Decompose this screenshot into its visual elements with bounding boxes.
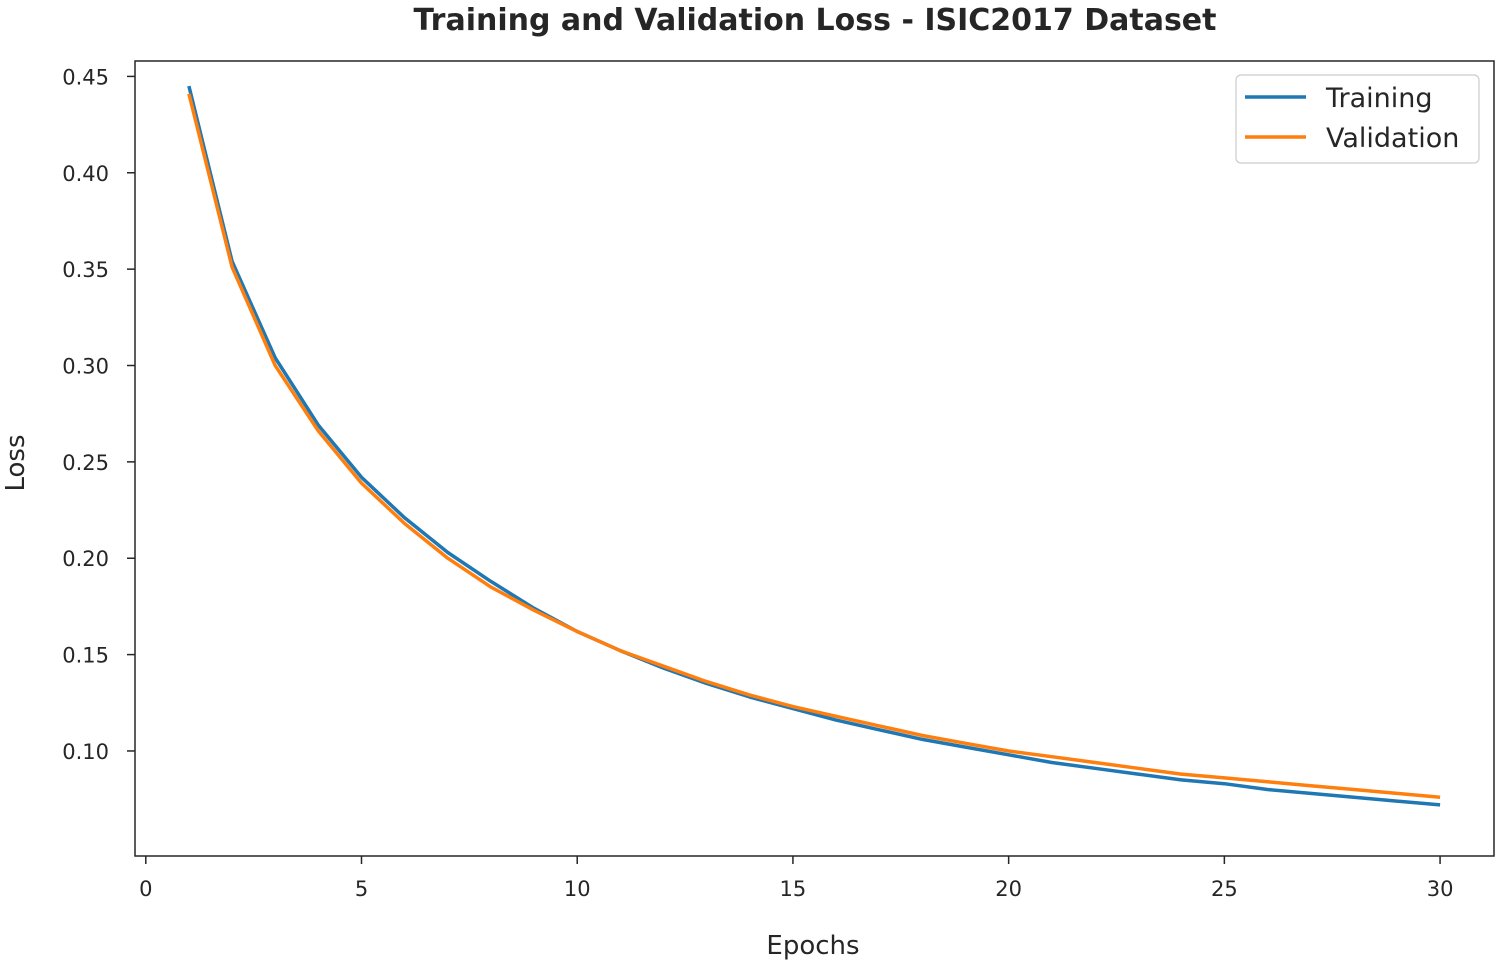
x-axis-label: Epochs — [766, 931, 859, 961]
y-tick-label: 0.10 — [62, 740, 109, 764]
plot-frame — [134, 60, 1495, 857]
x-tick-label: 15 — [780, 877, 807, 901]
series-line-training — [187, 85, 1441, 807]
y-tick-label: 0.45 — [62, 65, 109, 89]
y-tick-label: 0.15 — [62, 644, 109, 668]
legend-label-validation: Validation — [1326, 123, 1459, 154]
x-tick-label: 20 — [995, 877, 1022, 901]
legend: Training Validation — [1235, 74, 1480, 164]
x-tick-label: 10 — [564, 877, 591, 901]
y-tick-label: 0.35 — [62, 258, 109, 282]
series-line-validation — [187, 93, 1441, 799]
plot-area: 0 5 10 15 20 25 30 0.10 0.15 0.20 0.25 0.30 0.35 0.40… — [62, 65, 1453, 901]
x-tick-label: 30 — [1427, 877, 1454, 901]
y-tick-label: 0.25 — [62, 451, 109, 475]
y-tick-label: 0.40 — [62, 162, 109, 186]
chart-title: Training and Validation Loss - ISIC2017 … — [413, 3, 1216, 38]
y-tick-label: 0.20 — [62, 547, 109, 571]
x-tick-label: 0 — [139, 877, 152, 901]
y-axis-label: Loss — [1, 434, 31, 491]
y-tick-label: 0.30 — [62, 355, 109, 379]
legend-label-training: Training — [1325, 83, 1433, 114]
x-tick-label: 25 — [1211, 877, 1238, 901]
x-tick-label: 5 — [355, 877, 368, 901]
